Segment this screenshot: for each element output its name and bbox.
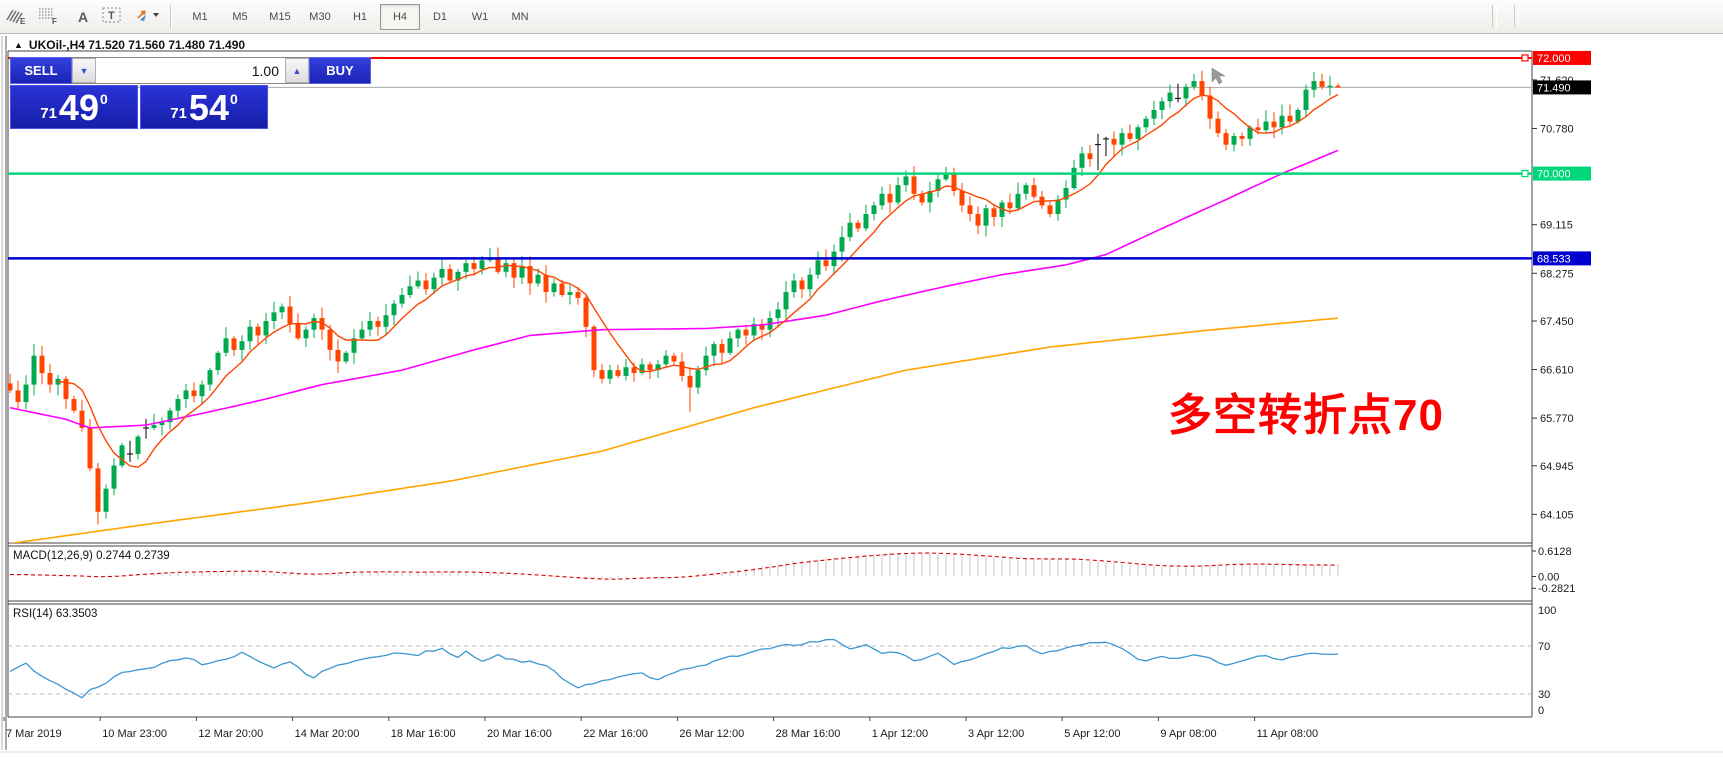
svg-text:67.450: 67.450 — [1540, 316, 1574, 328]
date-axis[interactable]: 7 Mar 2019 10 Mar 23:00 12 Mar 20:00 14 Mar… — [3, 717, 1319, 740]
svg-text:70.780: 70.780 — [1540, 123, 1574, 135]
arrows-objects-icon[interactable] — [132, 4, 162, 30]
main-chart-panel[interactable] — [8, 54, 1533, 544]
symbol-dropdown-icon[interactable]: ▲ — [14, 40, 23, 50]
buy-price-pips: 54 — [188, 87, 229, 128]
rsi-label: RSI(14) 63.3503 — [13, 608, 97, 620]
chart-canvas[interactable]: 71.62070.78069.11568.27567.45066.61065.7… — [0, 35, 1723, 759]
toolbar-separator — [170, 4, 172, 29]
sell-price-prefix: 71 — [40, 105, 57, 122]
volume-decrease-button[interactable]: ▼ — [72, 58, 96, 83]
chart-window: 71.62070.78069.11568.27567.45066.61065.7… — [0, 35, 1723, 759]
macd-signal-line — [9, 552, 1338, 580]
timeframe-button-h1[interactable]: H1 — [352, 10, 368, 23]
buy-button[interactable]: BUY — [309, 57, 371, 84]
indicators-icon[interactable]: E — [4, 4, 34, 30]
svg-text:T: T — [108, 10, 115, 22]
timeframe-group: M1 M5 M15 M30 H1 H4 D1 W1 MN — [180, 3, 540, 30]
svg-text:F: F — [52, 17, 57, 26]
svg-text:64.945: 64.945 — [1540, 461, 1574, 473]
svg-text:0.00: 0.00 — [1538, 572, 1559, 584]
svg-text:70: 70 — [1538, 641, 1550, 653]
price-chip-72.000 — [1533, 50, 1591, 65]
svg-text:3 Apr 12:00: 3 Apr 12:00 — [968, 728, 1024, 740]
toolbar-right-separator2 — [1514, 5, 1519, 27]
price-chip-68.533 — [1533, 251, 1591, 266]
sell-price-pips: 49 — [58, 87, 99, 128]
svg-text:9 Apr 08:00: 9 Apr 08:00 — [1160, 728, 1216, 740]
svg-text:14 Mar 20:00: 14 Mar 20:00 — [295, 728, 360, 740]
volume-stepper: ▼ ▲ — [72, 57, 309, 84]
svg-text:20 Mar 16:00: 20 Mar 16:00 — [487, 728, 552, 740]
svg-text:1 Apr 12:00: 1 Apr 12:00 — [872, 728, 928, 740]
svg-text:30: 30 — [1538, 689, 1550, 701]
level-line-handle — [1521, 54, 1529, 62]
timeframe-button-h4[interactable]: H4 — [380, 3, 420, 30]
svg-text:0: 0 — [1538, 705, 1544, 717]
timeframe-button-mn[interactable]: MN — [511, 10, 529, 23]
svg-text:65.770: 65.770 — [1540, 413, 1574, 425]
svg-text:64.105: 64.105 — [1540, 509, 1574, 521]
svg-text:71.490: 71.490 — [1537, 82, 1571, 94]
volume-input[interactable] — [96, 58, 285, 83]
svg-text:12 Mar 20:00: 12 Mar 20:00 — [198, 728, 263, 740]
timeframe-button-w1[interactable]: W1 — [471, 10, 489, 23]
rsi-panel[interactable] — [8, 638, 1532, 699]
svg-text:10 Mar 23:00: 10 Mar 23:00 — [102, 728, 167, 740]
buy-price-prefix: 71 — [170, 105, 187, 122]
timeframe-button-m30[interactable]: M30 — [309, 10, 331, 23]
price-chip-71.490 — [1533, 80, 1591, 95]
buy-price-point: 0 — [229, 91, 238, 107]
text-box-icon[interactable]: T — [100, 4, 130, 30]
price-chip-70.000 — [1533, 166, 1591, 181]
templates-icon[interactable]: F — [36, 4, 66, 30]
svg-text:26 Mar 12:00: 26 Mar 12:00 — [679, 728, 744, 740]
price-axis[interactable]: 71.62070.78069.11568.27567.45066.61065.7… — [1532, 50, 1591, 717]
svg-text:E: E — [20, 17, 26, 26]
macd-label: MACD(12,26,9) 0.2744 0.2739 — [13, 550, 170, 562]
svg-text:28 Mar 16:00: 28 Mar 16:00 — [776, 728, 841, 740]
ma-fast-line — [57, 93, 1339, 468]
ma-slow-line — [9, 317, 1339, 543]
symbol-title-text: UKOil-,H4 71.520 71.560 71.480 71.490 — [28, 38, 246, 52]
symbol-title: ▲ UKOil-,H4 71.520 71.560 71.480 71.490 — [14, 38, 245, 52]
timeframe-button-m15[interactable]: M15 — [269, 10, 291, 23]
candlestick-series — [8, 70, 1341, 525]
svg-text:72.000: 72.000 — [1537, 53, 1571, 65]
svg-text:68.275: 68.275 — [1540, 268, 1574, 280]
svg-text:22 Mar 16:00: 22 Mar 16:00 — [583, 728, 648, 740]
svg-text:0.6128: 0.6128 — [1538, 546, 1572, 558]
timeframe-button-d1[interactable]: D1 — [432, 10, 448, 23]
mouse-cursor — [1211, 67, 1226, 85]
sell-price-point: 0 — [99, 91, 108, 107]
chart-annotation-text: 多空转折点70 — [1168, 391, 1444, 440]
ma-mid-line — [9, 149, 1339, 429]
svg-text:68.533: 68.533 — [1537, 253, 1571, 265]
level-line-handle — [1521, 169, 1529, 178]
svg-text:7 Mar 2019: 7 Mar 2019 — [6, 728, 62, 740]
svg-text:-0.2821: -0.2821 — [1538, 583, 1575, 595]
buy-price-display[interactable]: 71 54 0 — [140, 85, 268, 129]
toolbar: E F A T M1 M5 M15 M30 H1 H4 D1 W1 MN — [0, 0, 1723, 34]
text-label-icon[interactable]: A — [77, 8, 89, 25]
timeframe-button-m5[interactable]: M5 — [232, 10, 248, 23]
svg-text:5 Apr 12:00: 5 Apr 12:00 — [1064, 728, 1120, 740]
volume-increase-button[interactable]: ▲ — [285, 58, 309, 83]
rsi-line — [9, 638, 1339, 699]
macd-panel[interactable] — [9, 552, 1339, 580]
svg-text:70.000: 70.000 — [1537, 169, 1571, 181]
timeframe-button-m1[interactable]: M1 — [192, 10, 208, 23]
svg-text:100: 100 — [1538, 605, 1556, 617]
toolbar-right-separator — [1492, 5, 1497, 27]
svg-text:18 Mar 16:00: 18 Mar 16:00 — [391, 728, 456, 740]
one-click-trade-panel: SELL ▼ ▲ BUY 71 49 0 71 54 0 — [10, 57, 371, 129]
svg-text:69.115: 69.115 — [1540, 220, 1573, 232]
svg-text:11 Apr 08:00: 11 Apr 08:00 — [1257, 728, 1319, 740]
indicator-labels: MACD(12,26,9) 0.2744 0.2739 RSI(14) 63.35… — [13, 550, 170, 620]
sell-price-display[interactable]: 71 49 0 — [10, 85, 138, 129]
sell-button[interactable]: SELL — [10, 57, 72, 84]
svg-text:66.610: 66.610 — [1540, 365, 1574, 377]
